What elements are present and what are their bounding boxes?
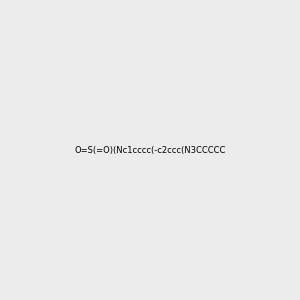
Text: O=S(=O)(Nc1cccc(-c2ccc(N3CCCCC: O=S(=O)(Nc1cccc(-c2ccc(N3CCCCC xyxy=(74,146,226,154)
